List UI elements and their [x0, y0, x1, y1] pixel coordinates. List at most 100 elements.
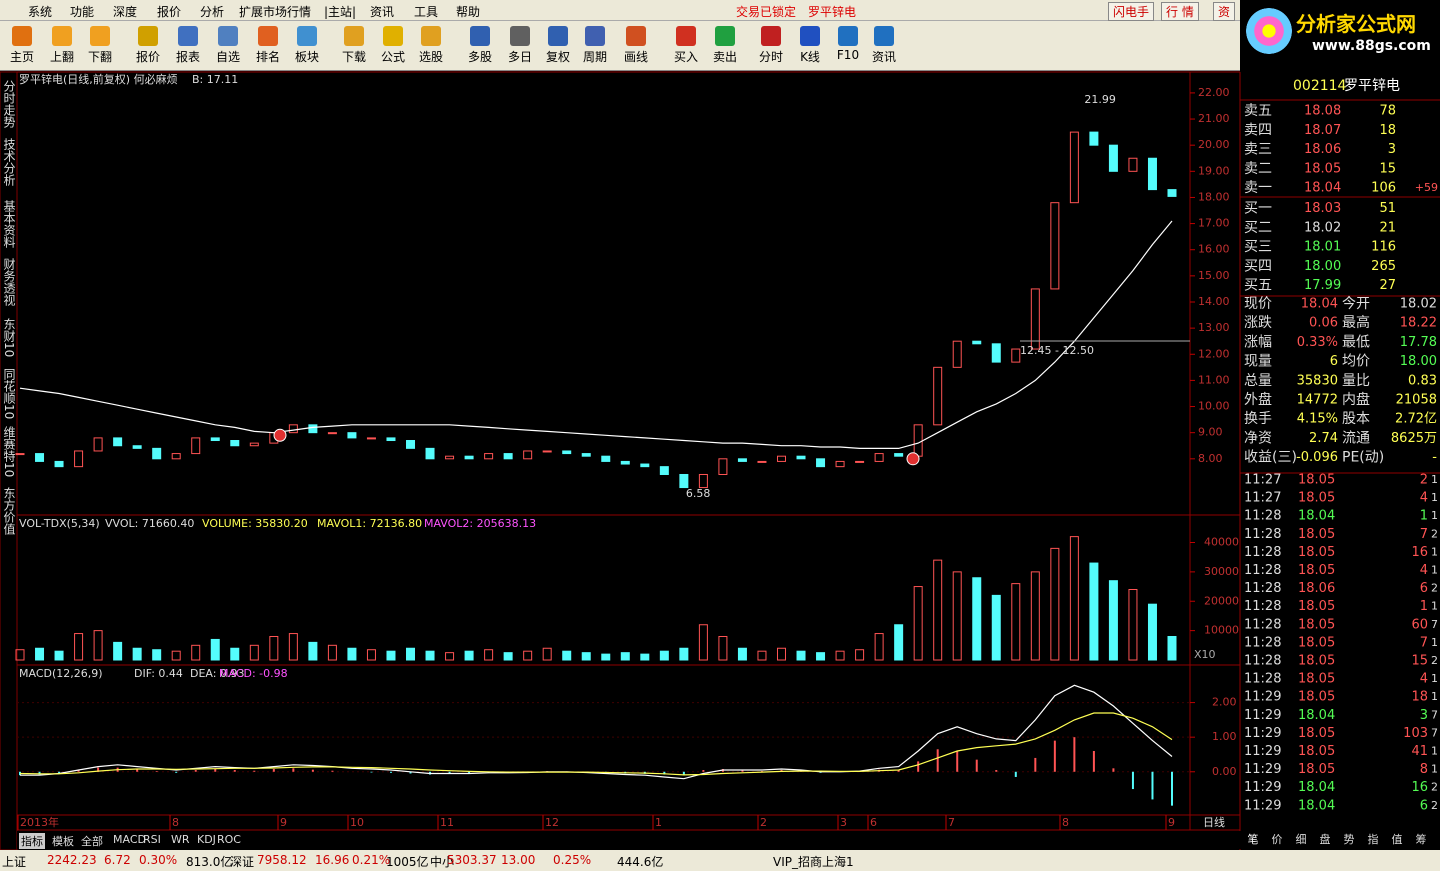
tick-volume: 16 — [1411, 545, 1428, 560]
toolbar-button[interactable]: 板块 — [289, 23, 325, 67]
right-tab[interactable]: 价 — [1272, 833, 1283, 846]
x-tick-label: 8 — [1062, 816, 1069, 829]
tick-volume: 4 — [1420, 491, 1428, 506]
side-tab[interactable]: 技术分析 — [2, 138, 16, 186]
toolbar-button[interactable]: 卖出 — [707, 23, 743, 67]
y-tick-label: 10.00 — [1198, 400, 1230, 413]
indicator-tab[interactable]: MACD — [113, 833, 146, 846]
indicator-tab[interactable]: 全部 — [81, 835, 103, 848]
toolbar-button[interactable]: 复权 — [540, 23, 576, 67]
indicator-tab[interactable]: KDJ — [197, 833, 216, 846]
top-button[interactable]: 资 — [1213, 2, 1236, 21]
tick-count: 1 — [1431, 545, 1438, 558]
toolbar-button[interactable]: 画线 — [618, 23, 654, 67]
book-price: 18.07 — [1304, 123, 1341, 138]
toolbar-button[interactable]: 买入 — [668, 23, 704, 67]
tick-count: 1 — [1431, 636, 1438, 649]
book-volume: 116 — [1371, 240, 1396, 255]
side-tab[interactable]: 东方价值 — [2, 487, 16, 535]
indicator-tab[interactable]: WR — [171, 833, 190, 846]
volume-bar — [698, 624, 708, 661]
y-tick-label: 17.00 — [1198, 217, 1230, 230]
toolbar-button[interactable]: 多日 — [502, 23, 538, 67]
toolbar-button[interactable]: 上翻 — [44, 23, 80, 67]
toolbar-button[interactable]: 资讯 — [866, 23, 902, 67]
toolbar-button[interactable]: 多股 — [462, 23, 498, 67]
book-volume: 27 — [1379, 278, 1396, 293]
x-tick-label: 6 — [870, 816, 877, 829]
toolbar-icon — [838, 26, 858, 46]
toolbar-button[interactable]: 周期 — [577, 23, 613, 67]
top-button[interactable]: 行 情 — [1161, 2, 1199, 21]
side-tab[interactable]: 同花顺10 — [2, 368, 16, 420]
menu-item[interactable]: 工具 — [414, 5, 439, 19]
side-tab[interactable]: 维赛特10 — [2, 426, 16, 478]
menu-item[interactable]: 深度 — [113, 5, 138, 19]
tick-price: 18.06 — [1298, 581, 1335, 596]
tick-price: 18.05 — [1298, 491, 1335, 506]
right-tab[interactable]: 细 — [1296, 833, 1307, 846]
menu-item[interactable]: 扩展市场行情 — [239, 5, 312, 19]
stat-value: 21058 — [1396, 393, 1437, 408]
toolbar-button[interactable]: 自选 — [210, 23, 246, 67]
toolbar: 主页 上翻 下翻 报价 报表 自选 排名 板块 下载 公式 选股 多股 多日 复权 周期 画线 买入 卖出 分时 K线… — [0, 21, 1240, 71]
side-tab[interactable]: 分时走势 — [2, 80, 16, 128]
indicator-tab[interactable]: 模板 — [52, 835, 74, 848]
toolbar-button[interactable]: 报价 — [130, 23, 166, 67]
volume-bar — [1147, 603, 1157, 661]
toolbar-button[interactable]: 公式 — [375, 23, 411, 67]
volume-bar — [1128, 589, 1138, 661]
right-tab[interactable]: 势 — [1344, 833, 1355, 846]
top-button[interactable]: 闪电手 — [1108, 2, 1155, 21]
toolbar-button[interactable]: 下载 — [336, 23, 372, 67]
status-item: 2242.23 — [47, 853, 97, 867]
right-tab[interactable]: 笔 — [1248, 832, 1259, 846]
menu-item[interactable]: 分析 — [200, 5, 225, 19]
menu-item[interactable]: 功能 — [70, 5, 95, 19]
menu-item[interactable]: 资讯 — [370, 5, 395, 19]
toolbar-button[interactable]: 排名 — [250, 23, 286, 67]
tick-count: 1 — [1431, 473, 1438, 486]
candle — [1128, 157, 1138, 172]
right-tab[interactable]: 筹 — [1416, 832, 1427, 846]
y-tick-label: 2.00 — [1212, 696, 1237, 709]
volume-label: VOLUME: 35830.20 — [202, 517, 308, 530]
candle — [757, 460, 767, 463]
y-tick-label: 18.00 — [1198, 190, 1230, 203]
toolbar-button[interactable]: 分时 — [753, 23, 789, 67]
right-tab[interactable]: 值 — [1392, 833, 1403, 846]
menu-item[interactable]: 系统 — [28, 5, 53, 19]
toolbar-icon — [12, 26, 32, 46]
candle — [35, 453, 45, 462]
toolbar-label: 公式 — [380, 50, 405, 64]
indicator-tab[interactable]: RSI — [143, 833, 161, 846]
menu-item[interactable]: 帮助 — [456, 5, 481, 19]
menu-item[interactable]: |主站| — [324, 5, 357, 19]
status-item: 813.0亿 — [186, 855, 233, 869]
indicator-tab[interactable]: ROC — [217, 833, 241, 846]
toolbar-button[interactable]: F10 — [830, 23, 866, 67]
tick-time: 11:27 — [1244, 491, 1281, 506]
side-tab[interactable]: 东财10 — [2, 318, 16, 358]
side-tab[interactable]: 财务透视 — [2, 258, 16, 306]
toolbar-label: F10 — [836, 48, 860, 62]
book-side: 卖一 — [1244, 180, 1272, 196]
menu-item[interactable]: 报价 — [157, 5, 182, 19]
toolbar-button[interactable]: 选股 — [413, 23, 449, 67]
toolbar-icon — [800, 26, 820, 46]
toolbar-button[interactable]: K线 — [792, 23, 828, 67]
volume-bar — [74, 633, 84, 661]
toolbar-button[interactable]: 主页 — [4, 23, 40, 67]
high-annotation: 21.99 — [1084, 93, 1116, 106]
tick-volume: 1 — [1420, 599, 1428, 614]
book-price: 18.01 — [1304, 240, 1341, 255]
right-tab[interactable]: 指 — [1368, 832, 1379, 846]
side-tab[interactable]: 基本资料 — [2, 200, 16, 248]
volume-bar — [542, 647, 552, 661]
indicator-tab[interactable]: 指标 — [19, 833, 45, 849]
volume-label: MAVOL1: 72136.80 — [317, 517, 422, 530]
toolbar-icon — [297, 26, 317, 46]
toolbar-button[interactable]: 下翻 — [82, 23, 118, 67]
right-tab[interactable]: 盘 — [1320, 832, 1331, 846]
toolbar-button[interactable]: 报表 — [170, 23, 206, 67]
